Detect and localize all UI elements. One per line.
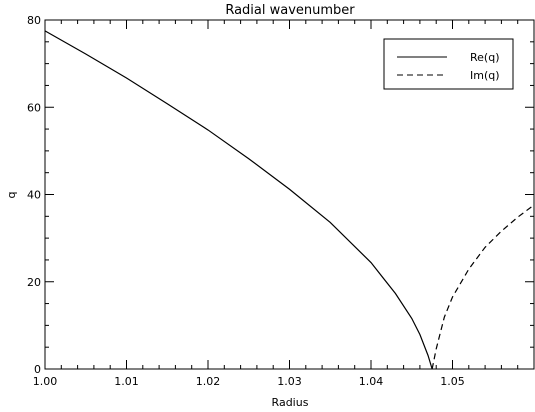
x-tick-label: 1.01 xyxy=(114,375,139,388)
series-line-re-q xyxy=(44,30,433,370)
plot-series xyxy=(44,30,535,370)
x-tick-label: 1.00 xyxy=(33,375,58,388)
legend-label-re: Re(q) xyxy=(470,51,499,64)
y-tick-label: 40 xyxy=(27,189,41,202)
legend-label-im: Im(q) xyxy=(470,69,500,82)
x-tick-label: 1.02 xyxy=(196,375,221,388)
legend-box xyxy=(383,38,514,90)
series-line-im-q xyxy=(431,204,535,370)
y-axis-label: q xyxy=(5,192,18,199)
chart-title: Radial wavenumber xyxy=(225,3,355,18)
x-tick-label: 1.05 xyxy=(440,375,465,388)
y-tick-label: 60 xyxy=(27,101,41,114)
y-tick-label: 20 xyxy=(27,276,41,289)
x-tick-label: 1.03 xyxy=(277,375,302,388)
x-axis-label: Radius xyxy=(272,396,309,409)
legend: Re(q) Im(q) xyxy=(383,38,514,90)
y-tick-label: 80 xyxy=(27,14,41,27)
axis-ticks: 1.00 1.01 1.02 1.03 1.04 1.05 0 20 40 60 80 xyxy=(27,14,534,388)
x-tick-label: 1.04 xyxy=(359,375,384,388)
y-tick-label: 0 xyxy=(34,363,41,376)
